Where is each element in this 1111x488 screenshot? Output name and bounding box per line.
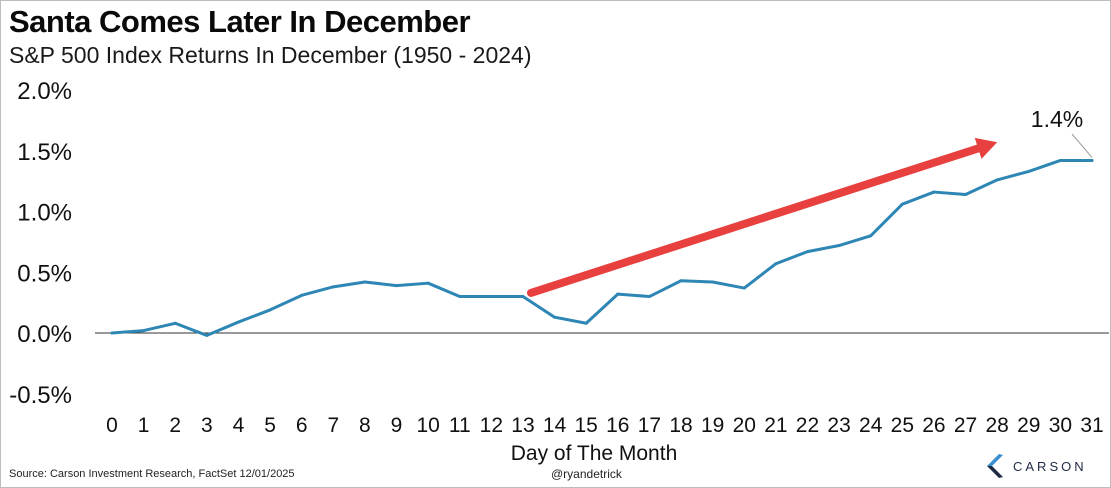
x-tick-label: 5 <box>264 414 276 437</box>
source-note: Source: Carson Investment Research, Fact… <box>9 468 295 480</box>
y-tick-label: -0.5% <box>9 382 72 409</box>
x-tick-label: 1 <box>138 414 150 437</box>
x-tick-label: 17 <box>638 414 661 437</box>
data-point <box>331 285 335 289</box>
annotation-leader-line <box>1071 133 1093 158</box>
x-tick-label: 7 <box>327 414 339 437</box>
data-point <box>553 315 557 319</box>
x-tick-label: 23 <box>827 414 850 437</box>
x-tick-label: 22 <box>796 414 819 437</box>
data-point <box>1090 158 1094 162</box>
x-tick-label: 26 <box>922 414 945 437</box>
trend-arrow-head <box>974 137 998 159</box>
end-value-label: 1.4% <box>1031 106 1083 132</box>
data-point <box>142 329 146 333</box>
x-tick-label: 9 <box>391 414 403 437</box>
data-point <box>1027 169 1031 173</box>
data-point <box>521 295 525 299</box>
x-tick-label: 27 <box>954 414 977 437</box>
data-point <box>363 280 367 284</box>
x-tick-label: 18 <box>669 414 692 437</box>
x-tick-label: 19 <box>701 414 724 437</box>
y-tick-label: 2.0% <box>17 78 72 105</box>
data-point <box>932 190 936 194</box>
x-tick-label: 8 <box>359 414 371 437</box>
data-point <box>268 308 272 312</box>
x-tick-label: 11 <box>449 414 471 437</box>
x-tick-label: 16 <box>606 414 629 437</box>
y-tick-label: 0.5% <box>17 260 72 287</box>
x-tick-label: 24 <box>859 414 883 437</box>
x-tick-label: 30 <box>1049 414 1072 437</box>
data-point <box>711 280 715 284</box>
trend-arrow-shaft <box>526 144 983 297</box>
data-point <box>742 286 746 290</box>
x-tick-label: 2 <box>169 414 181 437</box>
x-tick-label: 28 <box>985 414 1008 437</box>
x-tick-label: 0 <box>106 414 118 437</box>
trend-arrow <box>526 137 998 297</box>
data-point <box>647 295 651 299</box>
x-tick-label: 12 <box>480 414 503 437</box>
data-point <box>1058 158 1062 162</box>
x-axis-label: Day of The Month <box>511 442 678 465</box>
x-tick-label: 20 <box>733 414 756 437</box>
data-point <box>458 295 462 299</box>
x-tick-label: 4 <box>233 414 245 437</box>
data-point <box>805 250 809 254</box>
data-point <box>774 262 778 266</box>
data-point <box>395 284 399 288</box>
data-point <box>869 234 873 238</box>
data-point <box>900 202 904 206</box>
data-point <box>616 292 620 296</box>
x-tick-label: 25 <box>891 414 914 437</box>
x-tick-label: 10 <box>416 414 439 437</box>
data-point <box>679 279 683 283</box>
x-tick-label: 13 <box>511 414 534 437</box>
chart-title: Santa Comes Later In December <box>9 4 471 39</box>
data-point <box>426 281 430 285</box>
data-point <box>995 178 999 182</box>
x-tick-label: 21 <box>764 414 787 437</box>
data-point <box>584 321 588 325</box>
data-point <box>110 331 114 335</box>
data-point <box>300 293 304 297</box>
y-tick-label: 1.5% <box>17 139 72 166</box>
y-tick-label: 1.0% <box>17 200 72 227</box>
x-tick-label: 15 <box>575 414 598 437</box>
carson-logo-icon <box>987 454 1003 478</box>
data-point <box>964 192 968 196</box>
data-point <box>489 295 493 299</box>
x-tick-label: 29 <box>1017 414 1040 437</box>
series-line <box>110 158 1094 337</box>
data-point <box>837 244 841 248</box>
data-point <box>236 320 240 324</box>
author-handle: @ryandetrick <box>551 467 622 481</box>
brand-name: CARSON <box>1013 458 1087 474</box>
data-point <box>173 321 177 325</box>
x-tick-label: 14 <box>543 414 567 437</box>
y-tick-label: 0.0% <box>17 321 72 348</box>
x-tick-label: 6 <box>296 414 308 437</box>
data-point <box>205 333 209 337</box>
carson-brand: CARSON <box>987 453 1087 479</box>
chart-subtitle: S&P 500 Index Returns In December (1950 … <box>9 42 532 68</box>
x-tick-label: 3 <box>201 414 213 437</box>
x-tick-label: 31 <box>1080 414 1103 437</box>
